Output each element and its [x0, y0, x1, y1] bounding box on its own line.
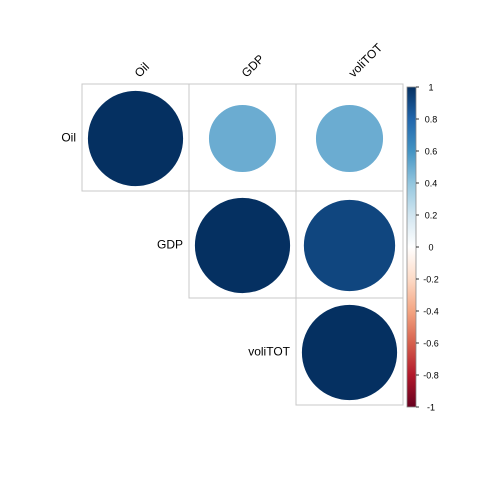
row-label-voliTOT: voliTOT	[248, 345, 290, 359]
colorbar-gradient	[406, 86, 417, 408]
colorbar-tick-label-5: 0	[428, 243, 433, 253]
colorbar-tick-label-9: -0.8	[423, 371, 439, 381]
column-label-voliTOT: voliTOT	[346, 40, 386, 80]
colorbar-tick-label-6: -0.2	[423, 275, 439, 285]
colorbar-tick-label-3: 0.4	[425, 179, 438, 189]
column-label-Oil: Oil	[132, 60, 152, 80]
corr-circle-GDP-voliTOT	[303, 199, 396, 292]
colorbar-tick-label-1: 0.8	[425, 115, 438, 125]
column-label-GDP: GDP	[239, 52, 267, 80]
colorbar-tick-label-0: 1	[428, 83, 433, 93]
corr-circle-Oil-Oil	[87, 90, 184, 187]
colorbar-tick-label-2: 0.6	[425, 147, 438, 157]
colorbar-tick-label-8: -0.6	[423, 339, 439, 349]
colorbar-tick-label-7: -0.4	[423, 307, 439, 317]
colorbar-tick-label-4: 0.2	[425, 211, 438, 221]
corr-circle-voliTOT-voliTOT	[301, 304, 398, 401]
corr-circle-Oil-voliTOT	[315, 104, 384, 173]
matrix-grid	[81, 83, 404, 406]
colorbar: 1 0.8 0.6 0.4 0.2 0 -0.2 -0.4 -0.6 -0.8 -1	[406, 83, 439, 413]
corr-circle-GDP-GDP	[194, 197, 291, 294]
corr-circle-Oil-GDP	[208, 104, 277, 173]
correlation-circles	[87, 90, 398, 401]
row-label-Oil: Oil	[61, 131, 76, 145]
row-label-GDP: GDP	[157, 238, 183, 252]
colorbar-tick-label-10: -1	[427, 403, 435, 413]
grid-cell-voliTOT-voliTOT	[295, 297, 404, 406]
